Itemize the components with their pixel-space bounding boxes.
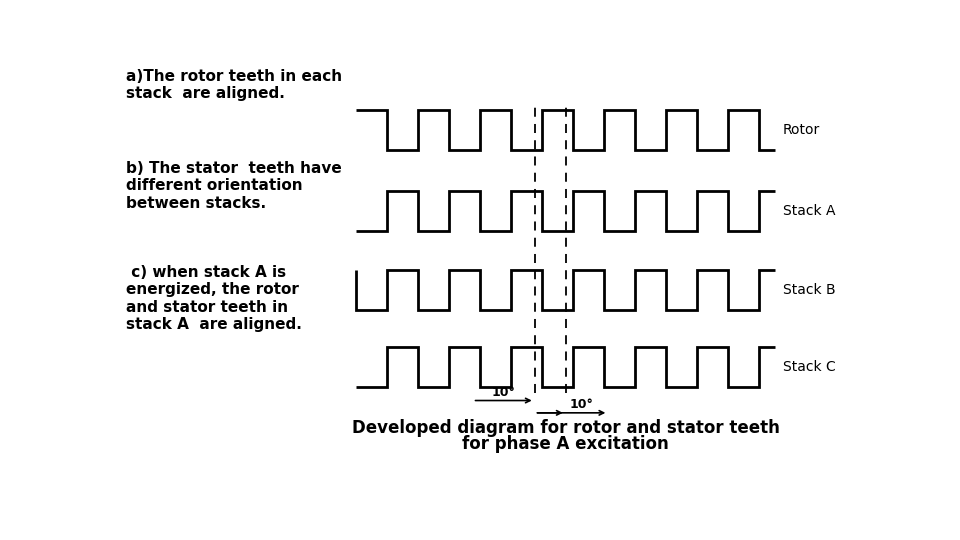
Text: 10°: 10° — [492, 386, 516, 399]
Text: for phase A excitation: for phase A excitation — [463, 435, 669, 453]
Text: Stack A: Stack A — [782, 204, 835, 218]
Text: Developed diagram for rotor and stator teeth: Developed diagram for rotor and stator t… — [351, 419, 780, 437]
Text: 10°: 10° — [569, 399, 593, 411]
Text: c) when stack A is
energized, the rotor
and stator teeth in
stack A  are aligned: c) when stack A is energized, the rotor … — [126, 265, 302, 332]
Text: Rotor: Rotor — [782, 123, 820, 137]
Text: b) The stator  teeth have
different orientation
between stacks.: b) The stator teeth have different orien… — [126, 161, 342, 211]
Text: a)The rotor teeth in each
stack  are aligned.: a)The rotor teeth in each stack are alig… — [126, 69, 343, 101]
Text: Stack C: Stack C — [782, 360, 835, 374]
Text: Stack B: Stack B — [782, 282, 835, 296]
